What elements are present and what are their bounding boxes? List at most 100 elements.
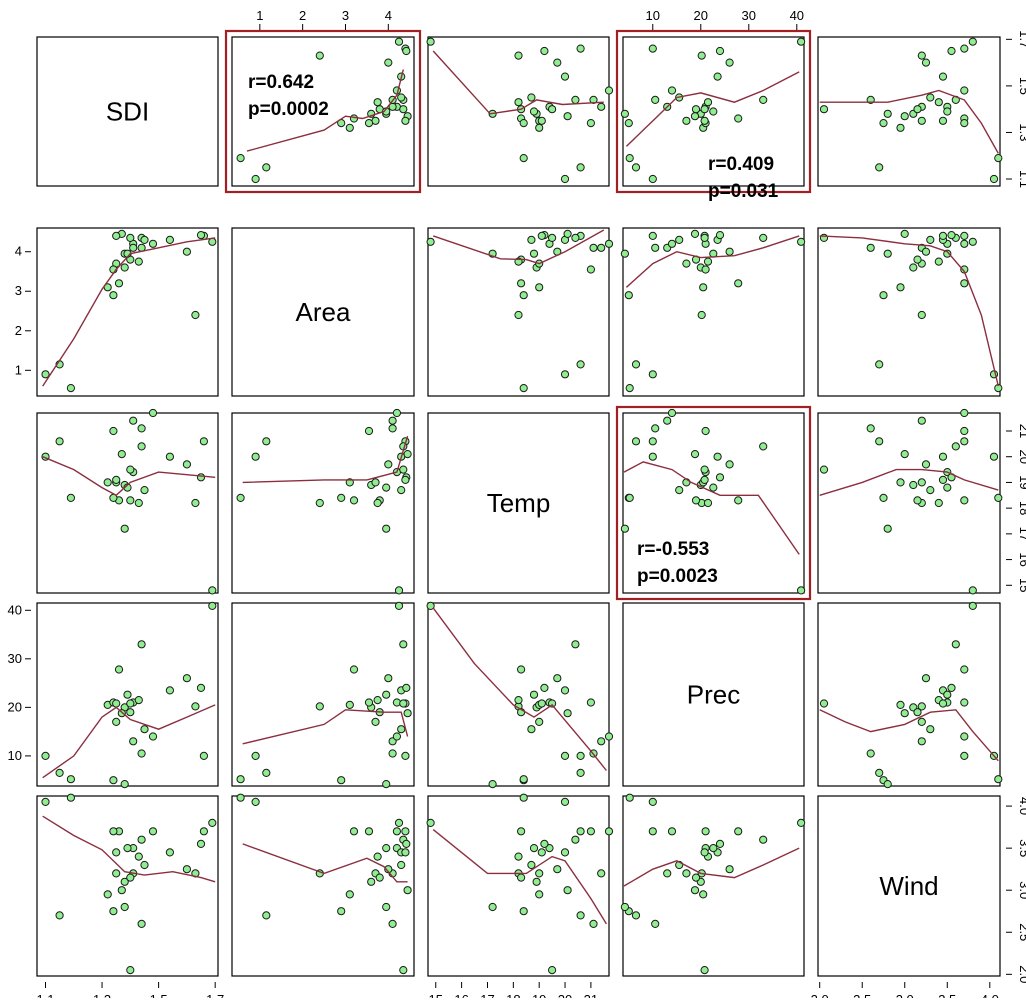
data-point	[345, 123, 354, 132]
smoother-line	[246, 69, 404, 152]
data-point	[236, 793, 245, 802]
data-point	[663, 869, 672, 878]
data-point	[700, 475, 709, 484]
data-point	[700, 966, 709, 975]
panel-frame	[817, 227, 1001, 397]
data-point	[951, 640, 960, 649]
data-point	[934, 98, 943, 107]
tick-label: 10	[646, 8, 660, 23]
panel-area-vs-temp	[426, 227, 614, 397]
data-point	[426, 237, 435, 246]
data-point	[960, 86, 969, 95]
data-point	[700, 465, 709, 474]
panel-frame	[36, 227, 219, 397]
tick-label: 4.0	[1017, 797, 1026, 815]
panel-frame	[817, 602, 1001, 787]
data-point	[137, 424, 146, 433]
data-point	[725, 460, 734, 469]
data-point	[759, 835, 768, 844]
data-point	[625, 154, 634, 163]
data-point	[129, 737, 138, 746]
data-point	[182, 460, 191, 469]
panel-frame	[817, 795, 1001, 977]
data-point	[388, 424, 397, 433]
data-point	[397, 725, 406, 734]
data-point	[401, 116, 410, 125]
data-point	[196, 231, 206, 240]
data-point	[560, 72, 570, 81]
data-point	[165, 235, 174, 244]
data-point	[337, 776, 346, 785]
data-point	[137, 835, 146, 844]
data-point	[126, 496, 135, 505]
data-point	[651, 424, 660, 433]
tick-label: 20	[8, 699, 22, 714]
data-point	[251, 452, 260, 461]
data-point	[994, 154, 1003, 163]
data-point	[519, 775, 528, 784]
tick-label: 40	[8, 602, 22, 617]
data-point	[373, 98, 382, 107]
variable-label-area: Area	[296, 297, 351, 327]
data-point	[921, 460, 931, 469]
tick-label: 16	[1017, 552, 1026, 566]
data-point	[371, 717, 380, 727]
highlight-frame	[615, 29, 812, 194]
tick-label: 2.0	[811, 992, 829, 998]
data-point	[399, 105, 408, 114]
data-point	[55, 768, 64, 778]
y-axis-right-temp: 15 16 17 18 19 20 21	[1006, 424, 1026, 593]
data-point	[620, 249, 630, 258]
data-point	[938, 116, 948, 125]
data-point	[403, 450, 412, 459]
data-point	[514, 98, 523, 107]
data-point	[648, 174, 657, 184]
panel-frame	[231, 795, 415, 977]
tick-label: 2.5	[853, 992, 871, 998]
data-point	[943, 107, 952, 116]
data-point	[112, 475, 121, 484]
data-point	[968, 237, 977, 246]
p-value: p=0.0002	[248, 99, 329, 120]
data-point	[388, 416, 397, 425]
tick-label: 21	[1017, 424, 1026, 438]
data-point	[148, 239, 158, 248]
smoother-line	[623, 847, 800, 887]
data-point	[196, 473, 206, 482]
tick-label: 3.0	[896, 992, 914, 998]
data-point	[709, 483, 718, 492]
data-point	[548, 105, 557, 114]
data-point	[337, 493, 346, 502]
data-point	[251, 174, 260, 184]
data-point	[576, 360, 585, 369]
correlation-coefficient: r=-0.553	[637, 539, 709, 560]
data-point	[126, 966, 135, 975]
data-point	[701, 426, 710, 436]
data-point	[947, 231, 956, 240]
data-point	[529, 690, 539, 699]
data-point	[112, 869, 121, 878]
data-point	[66, 493, 76, 502]
panel-wind-vs-area	[231, 793, 415, 977]
data-point	[586, 265, 596, 274]
smoother-line	[432, 50, 604, 115]
data-point	[349, 827, 359, 836]
data-point	[488, 780, 497, 789]
data-point	[651, 95, 660, 105]
panel-temp-vs-temp: Temp	[427, 412, 610, 594]
data-point	[394, 818, 404, 828]
data-point	[134, 498, 143, 508]
tick-label: 30	[8, 651, 22, 666]
data-point	[725, 58, 734, 67]
data-point	[560, 751, 570, 761]
data-point	[691, 496, 701, 505]
data-point	[648, 452, 657, 461]
data-point	[648, 370, 657, 379]
data-point	[373, 852, 382, 861]
data-point	[519, 291, 528, 300]
data-point	[926, 725, 935, 734]
data-point	[926, 93, 935, 102]
data-point	[921, 58, 931, 67]
data-point	[631, 163, 641, 172]
data-point	[563, 229, 572, 238]
